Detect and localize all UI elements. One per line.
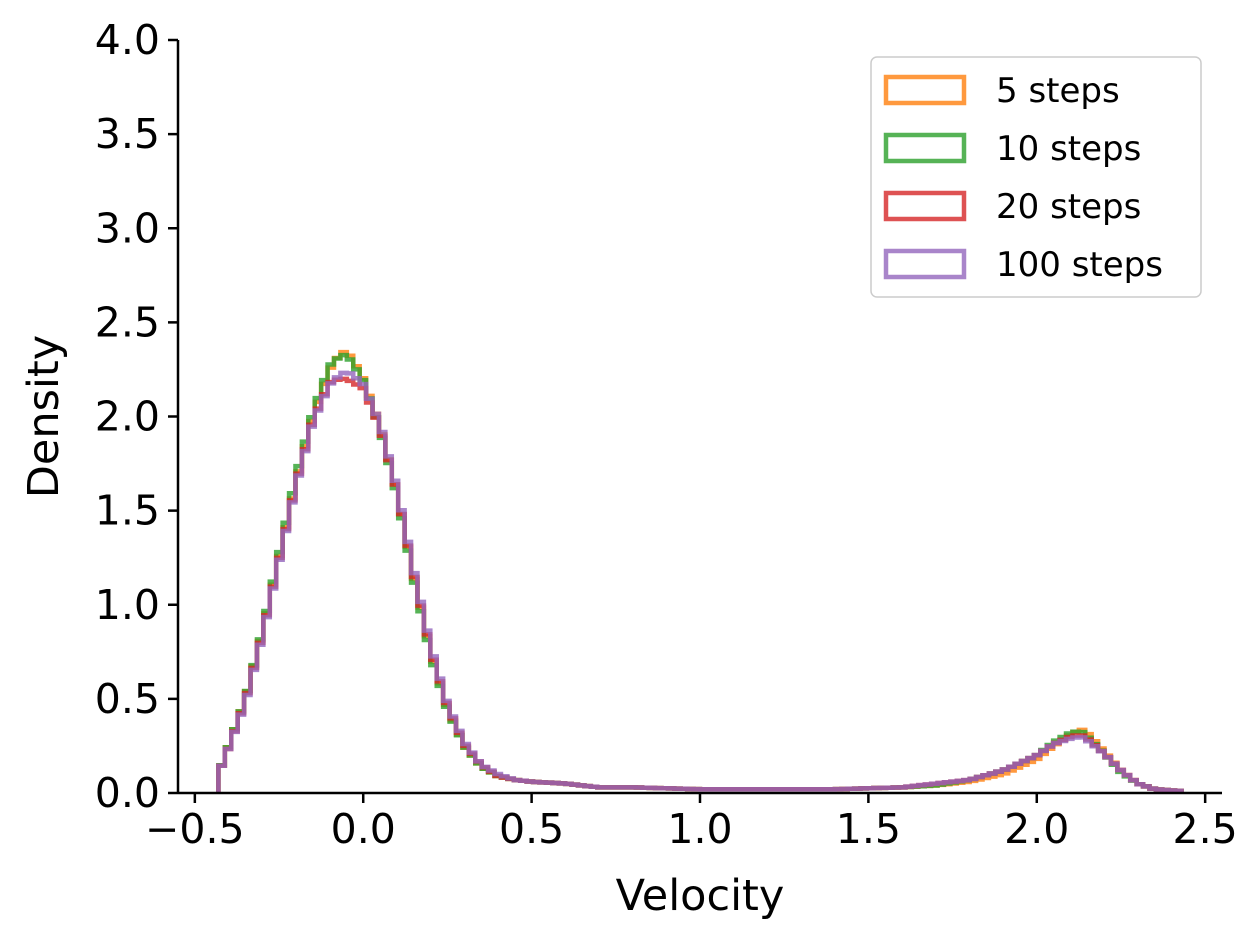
y-axis-label: Density (19, 335, 69, 498)
y-tick-label: 1.0 (95, 581, 160, 629)
series-line-10-steps (216, 352, 1184, 794)
legend-swatch (883, 132, 967, 164)
y-tick-label: 1.5 (95, 487, 160, 535)
legend-entry-label: 5 steps (996, 71, 1120, 111)
x-tick-label: 2.0 (1004, 805, 1069, 853)
x-tick-label: 1.0 (667, 805, 732, 853)
x-tick-label: 0.5 (499, 805, 564, 853)
axes: −0.5 0.0 0.5 1.0 1.5 2.0 2.5 0.00.51.01.52.02.… (19, 16, 1238, 921)
y-tick-label: 3.0 (95, 204, 160, 252)
legend-swatch (883, 248, 967, 280)
y-tick-label: 0.5 (95, 675, 160, 723)
series-line-20-steps (216, 376, 1184, 794)
x-ticks: −0.5 0.0 0.5 1.0 1.5 2.0 2.5 (145, 793, 1238, 853)
x-tick-label: 2.5 (1173, 805, 1238, 853)
plot-area (216, 349, 1184, 794)
y-tick-label: 4.0 (95, 16, 160, 64)
legend-swatch (883, 190, 967, 222)
legend-entry-label: 10 steps (996, 129, 1141, 169)
y-tick-label: 0.0 (95, 769, 160, 817)
legend: 5 steps 10 steps 20 steps 100 steps (870, 56, 1202, 298)
legend-entry-label: 100 steps (996, 245, 1163, 285)
series-line-5-steps (216, 349, 1184, 794)
x-axis-label: Velocity (616, 871, 785, 921)
legend-swatch (883, 74, 967, 106)
x-tick-label: −0.5 (145, 805, 245, 853)
y-tick-label: 2.0 (95, 393, 160, 441)
series-line-100-steps (216, 370, 1184, 794)
y-ticks: 0.0 0.5 1.0 1.5 2.0 2.5 3.0 3.5 4.0 (95, 16, 178, 817)
y-tick-label: 2.5 (95, 298, 160, 346)
x-tick-label: 0.0 (331, 805, 396, 853)
legend-entry-label: 20 steps (996, 187, 1141, 227)
x-tick-label: 1.5 (836, 805, 901, 853)
y-tick-label: 3.5 (95, 110, 160, 158)
legend-frame (870, 56, 1202, 298)
